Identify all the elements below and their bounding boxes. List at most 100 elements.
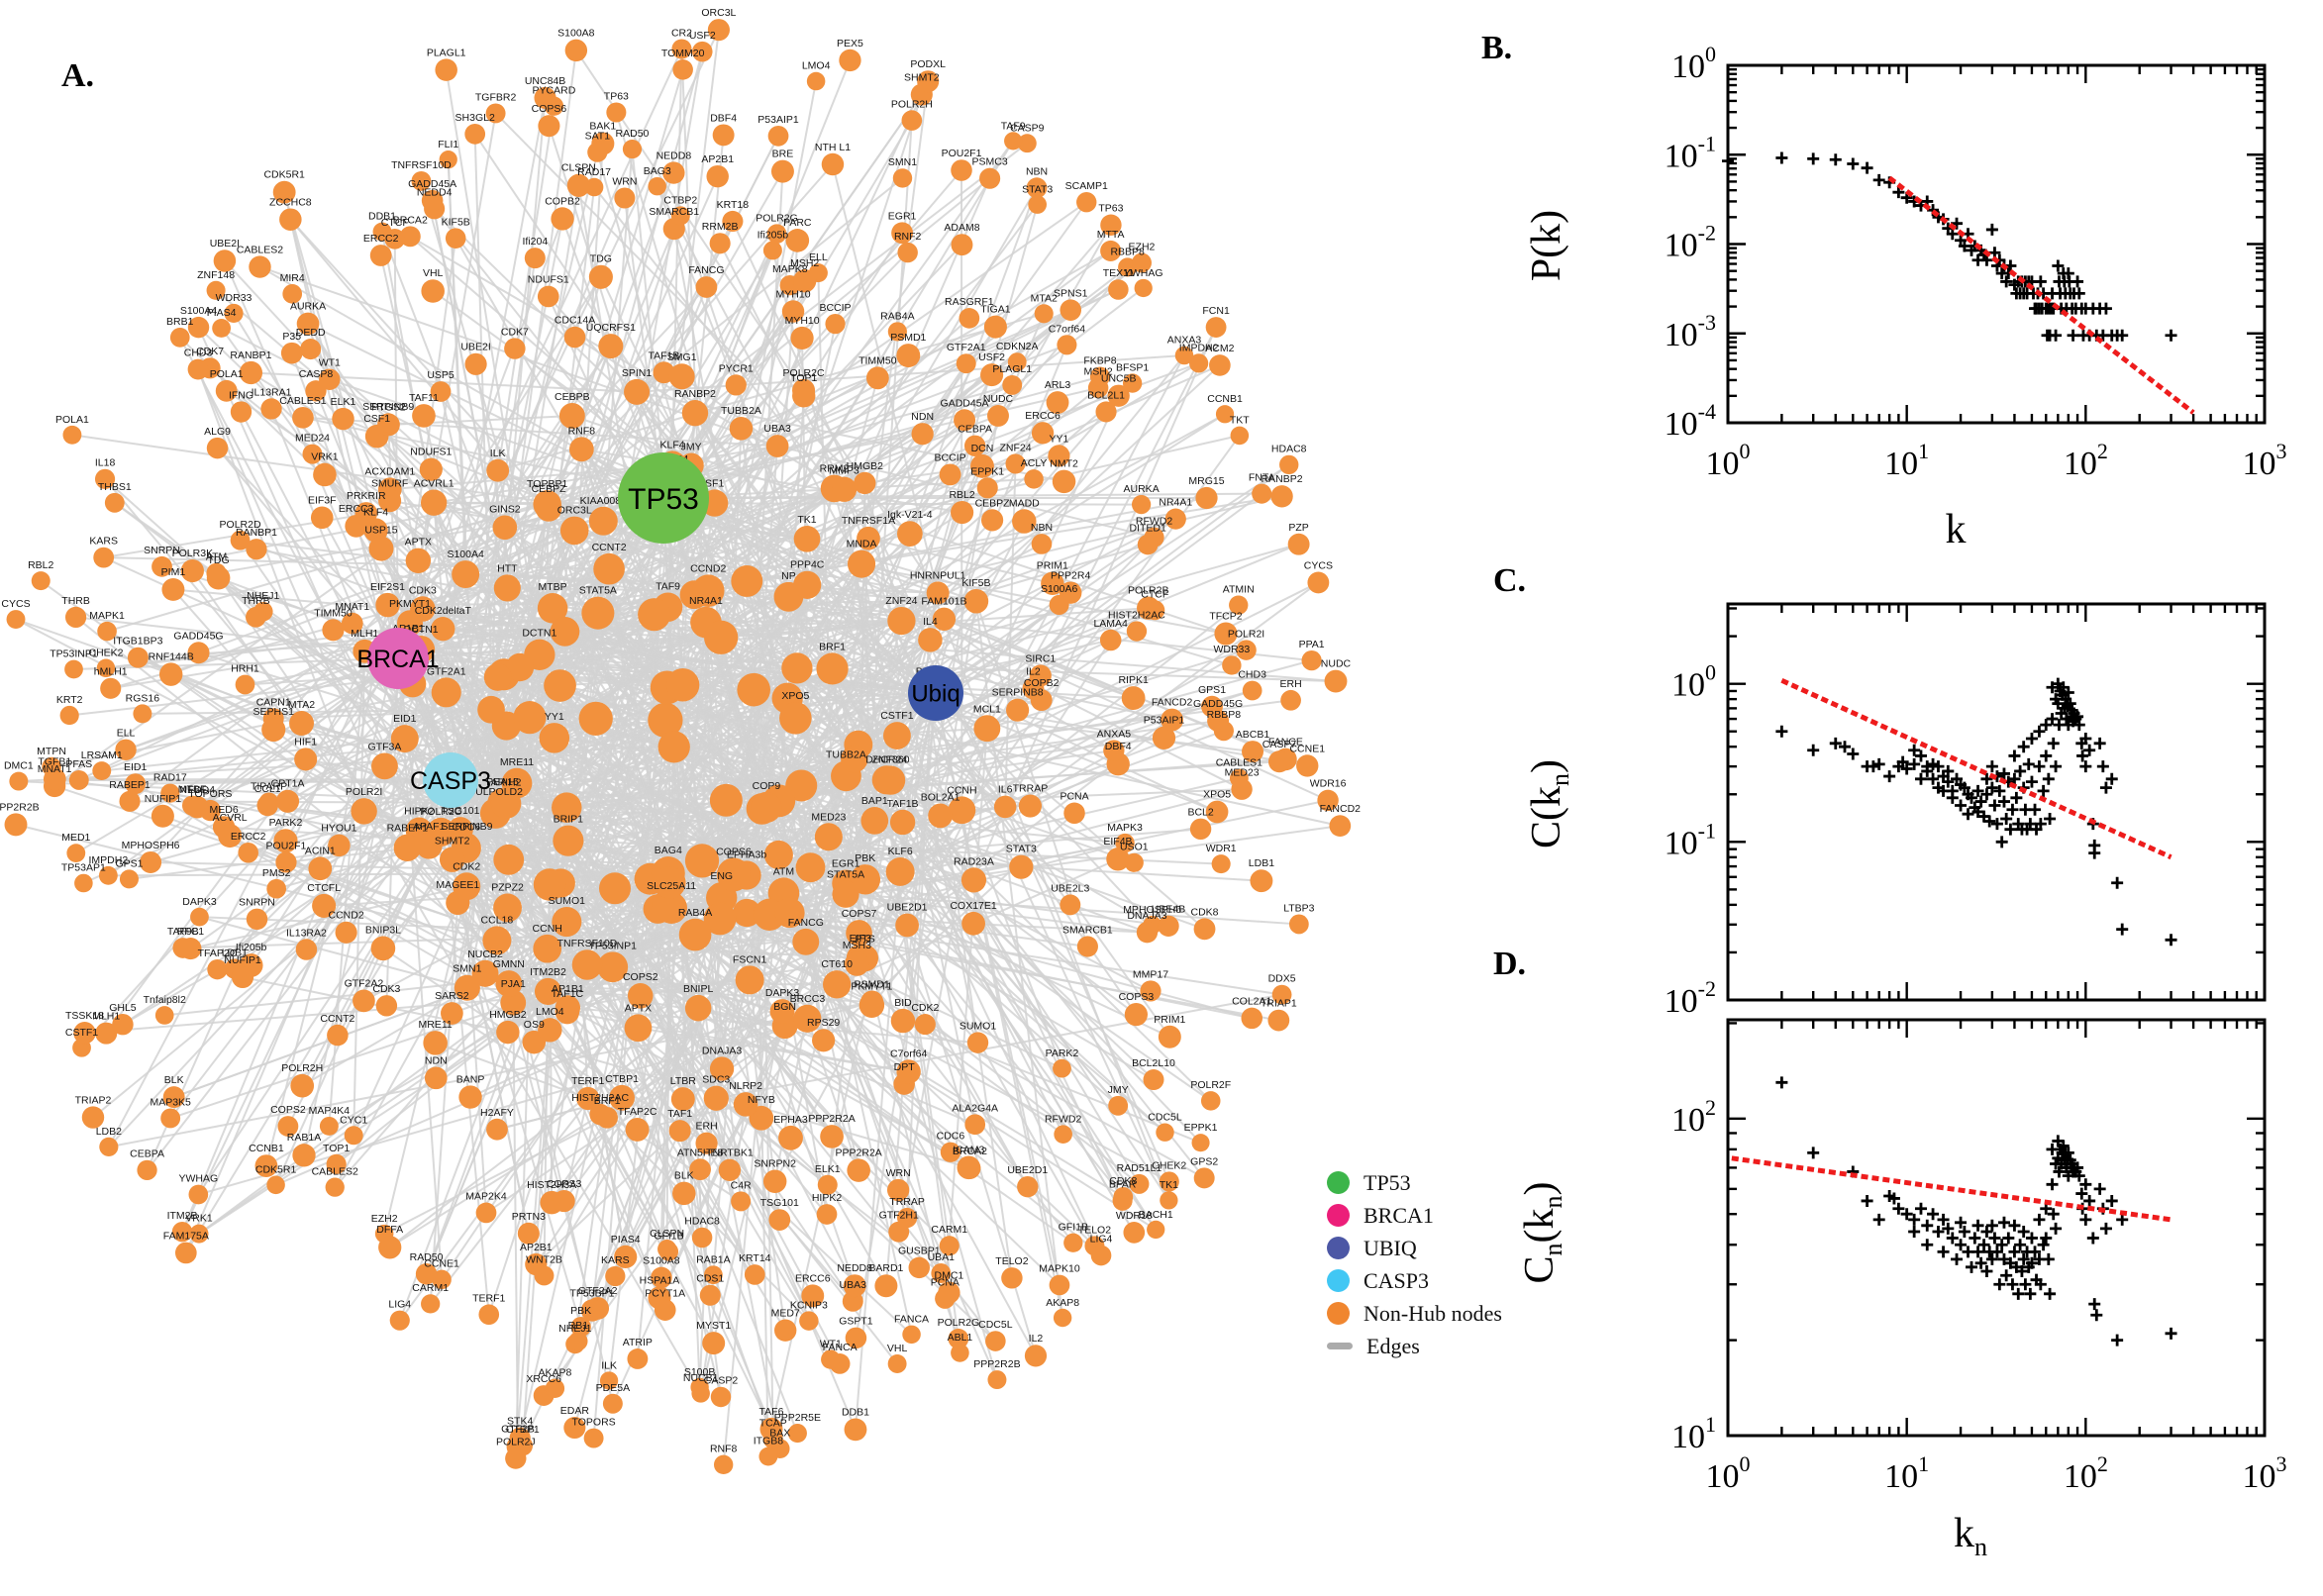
network-node[interactable]	[1048, 445, 1070, 467]
network-node[interactable]	[420, 489, 448, 516]
network-node[interactable]	[478, 1304, 500, 1326]
network-node[interactable]	[578, 701, 613, 736]
network-node[interactable]	[246, 606, 266, 628]
network-node[interactable]	[533, 868, 566, 901]
network-node[interactable]	[954, 409, 976, 432]
network-node[interactable]	[1329, 815, 1352, 837]
network-node[interactable]	[64, 659, 83, 679]
network-node[interactable]	[792, 268, 817, 293]
network-node[interactable]	[213, 249, 237, 272]
network-node[interactable]	[806, 71, 826, 91]
network-node[interactable]	[319, 368, 341, 390]
network-node[interactable]	[151, 804, 174, 828]
network-node[interactable]	[430, 381, 452, 402]
network-node[interactable]	[695, 1132, 718, 1154]
network-node[interactable]	[1103, 740, 1125, 761]
network-node[interactable]	[1095, 401, 1117, 423]
network-node[interactable]	[1209, 354, 1231, 376]
network-node[interactable]	[1063, 802, 1085, 825]
network-node[interactable]	[1007, 352, 1027, 371]
network-node[interactable]	[1123, 1222, 1146, 1244]
network-node[interactable]	[31, 571, 50, 591]
network-node[interactable]	[492, 515, 518, 541]
network-node[interactable]	[452, 560, 480, 589]
network-node[interactable]	[703, 1085, 729, 1111]
network-node[interactable]	[931, 1263, 952, 1283]
network-node[interactable]	[926, 581, 950, 605]
network-node[interactable]	[625, 1118, 650, 1142]
network-node[interactable]	[857, 526, 880, 550]
network-node[interactable]	[97, 621, 117, 642]
network-node[interactable]	[378, 1236, 402, 1259]
network-node[interactable]	[230, 530, 251, 550]
network-node[interactable]	[1030, 689, 1053, 712]
network-node[interactable]	[1307, 571, 1330, 594]
network-node[interactable]	[551, 207, 574, 231]
network-node[interactable]	[691, 41, 713, 62]
network-node[interactable]	[939, 1236, 960, 1256]
network-node[interactable]	[282, 284, 303, 304]
network-node[interactable]	[550, 617, 580, 647]
network-node[interactable]	[1046, 391, 1069, 414]
network-node[interactable]	[770, 159, 794, 183]
network-node[interactable]	[1174, 346, 1194, 365]
network-node[interactable]	[280, 342, 303, 364]
network-node[interactable]	[95, 1022, 118, 1045]
network-node[interactable]	[938, 1281, 960, 1304]
network-node[interactable]	[759, 1417, 783, 1441]
network-node[interactable]	[411, 170, 432, 191]
network-node[interactable]	[73, 1022, 96, 1045]
network-node[interactable]	[68, 769, 89, 790]
network-node[interactable]	[555, 995, 580, 1021]
network-node[interactable]	[62, 425, 82, 445]
network-node[interactable]	[821, 1349, 841, 1369]
network-node[interactable]	[651, 1266, 672, 1289]
network-node[interactable]	[1152, 726, 1176, 749]
network-node[interactable]	[371, 752, 398, 780]
network-node[interactable]	[657, 731, 690, 763]
network-node[interactable]	[1126, 621, 1148, 642]
network-node[interactable]	[793, 570, 822, 599]
network-node[interactable]	[224, 303, 244, 324]
network-node[interactable]	[378, 489, 402, 513]
network-node[interactable]	[588, 264, 613, 289]
network-node[interactable]	[1156, 1123, 1174, 1142]
network-node[interactable]	[553, 825, 584, 856]
network-node[interactable]	[1076, 936, 1098, 957]
network-node[interactable]	[831, 476, 858, 502]
network-node[interactable]	[1121, 686, 1146, 710]
network-node[interactable]	[375, 995, 398, 1017]
network-node[interactable]	[421, 189, 444, 212]
network-node[interactable]	[854, 471, 876, 495]
network-node[interactable]	[322, 619, 345, 642]
network-node[interactable]	[1107, 384, 1130, 407]
network-node[interactable]	[1113, 1186, 1134, 1207]
network-node[interactable]	[1100, 214, 1122, 236]
network-node[interactable]	[326, 1153, 347, 1174]
network-node[interactable]	[412, 404, 436, 428]
network-node[interactable]	[273, 829, 298, 853]
network-node[interactable]	[266, 1175, 285, 1195]
network-node[interactable]	[602, 1393, 623, 1414]
network-node[interactable]	[795, 852, 826, 883]
network-node[interactable]	[563, 1416, 586, 1440]
network-node[interactable]	[1207, 710, 1230, 733]
network-node[interactable]	[1063, 1233, 1083, 1252]
network-node[interactable]	[648, 702, 683, 738]
network-node[interactable]	[1205, 317, 1227, 338]
network-node[interactable]	[125, 773, 147, 795]
network-node[interactable]	[951, 159, 972, 181]
network-node[interactable]	[1230, 426, 1250, 446]
network-node[interactable]	[112, 1013, 134, 1036]
network-node[interactable]	[1242, 741, 1263, 763]
network-node[interactable]	[790, 326, 814, 350]
network-node[interactable]	[272, 180, 296, 204]
network-node[interactable]	[622, 139, 643, 159]
network-node[interactable]	[332, 407, 354, 431]
network-node[interactable]	[839, 49, 861, 72]
network-node[interactable]	[341, 612, 363, 635]
network-node[interactable]	[888, 1221, 910, 1243]
network-node[interactable]	[773, 1319, 797, 1342]
network-node[interactable]	[731, 564, 763, 597]
network-node[interactable]	[496, 1020, 520, 1045]
